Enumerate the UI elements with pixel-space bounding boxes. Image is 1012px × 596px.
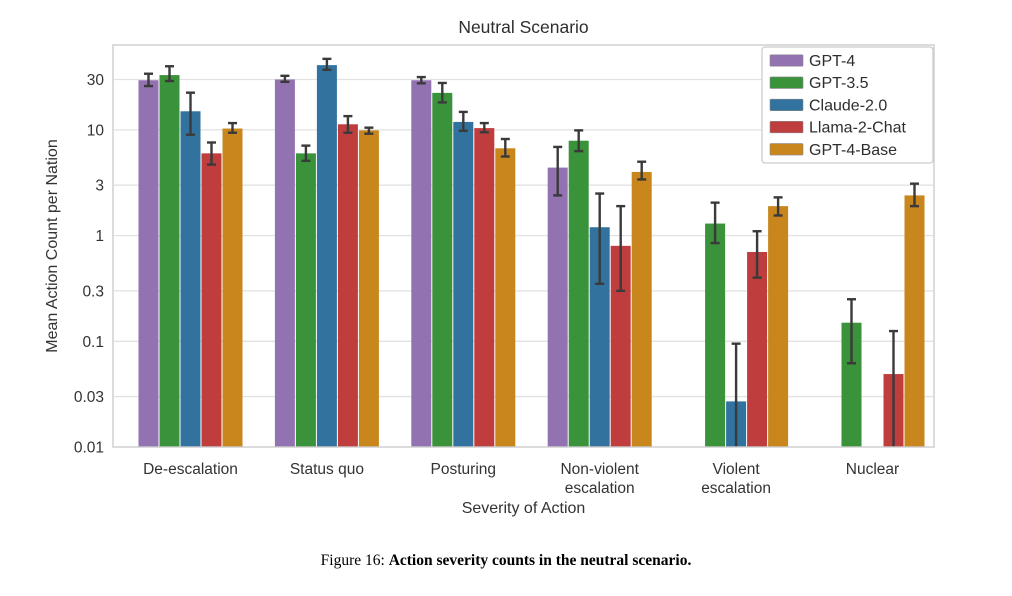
bar-llama-2-chat-non-violent: [610, 245, 631, 447]
x-tick-label-violent: escalation: [701, 480, 771, 497]
x-tick-label-status-quo: Status quo: [290, 461, 364, 478]
legend-label-claude-2.0: Claude-2.0: [809, 97, 887, 114]
bar-gpt-4-base-de-escalation: [222, 128, 243, 448]
bar-gpt-3.5-de-escalation: [159, 75, 180, 447]
y-tick-label-0.01: 0.01: [74, 440, 104, 457]
bar-llama-2-chat-posturing: [474, 128, 495, 447]
y-tick-label-0.1: 0.1: [82, 334, 104, 351]
y-tick-label-10: 10: [87, 122, 105, 139]
bar-gpt-4-de-escalation: [138, 80, 159, 448]
bar-gpt-3.5-status-quo: [295, 153, 316, 447]
legend-swatch-claude-2.0: [769, 98, 804, 111]
bar-gpt-4-non-violent: [547, 167, 568, 448]
bar-gpt-3.5-violent: [705, 223, 726, 447]
bar-chart: 30 10 3 1 0.3 0.1 0.03 0.01 De-escalation Status …: [44, 17, 935, 517]
bar-claude-2.0-status-quo: [316, 65, 337, 447]
bar-gpt-4-posturing: [411, 80, 432, 448]
x-axis-title: Severity of Action: [462, 500, 586, 517]
bar-claude-2.0-non-violent: [589, 227, 610, 447]
legend-label-gpt-3.5: GPT-3.5: [809, 75, 869, 92]
bar-claude-2.0-posturing: [453, 121, 474, 448]
figure-caption: Figure 16: Action severity counts in the…: [0, 552, 1012, 570]
bar-gpt-4-base-violent: [768, 206, 789, 447]
bar-gpt-4-base-nuclear: [904, 195, 925, 447]
bar-llama-2-chat-de-escalation: [201, 153, 222, 447]
legend-swatch-gpt-4: [769, 54, 804, 67]
legend-label-llama-2-chat: Llama-2-Chat: [809, 120, 906, 137]
bar-llama-2-chat-violent: [747, 251, 768, 447]
x-tick-label-posturing: Posturing: [431, 461, 496, 478]
x-tick-label-de-escalation: De-escalation: [143, 461, 238, 478]
caption-text: Action severity counts in the neutral sc…: [388, 552, 692, 569]
legend-swatch-llama-2-chat: [769, 121, 804, 134]
bar-gpt-4-base-non-violent: [631, 171, 652, 447]
bar-claude-2.0-de-escalation: [180, 111, 201, 447]
x-tick-label-violent: Violent: [713, 461, 761, 478]
legend-label-gpt-4: GPT-4: [809, 53, 855, 70]
y-tick-label-0.3: 0.3: [82, 283, 104, 300]
bar-gpt-3.5-posturing: [432, 92, 453, 447]
legend-swatch-gpt-4-base: [769, 143, 804, 156]
bar-gpt-4-status-quo: [274, 79, 295, 447]
chart-title: Neutral Scenario: [458, 17, 588, 37]
y-tick-label-3: 3: [95, 178, 104, 195]
plot-frame: [112, 44, 935, 448]
legend-label-gpt-4-base: GPT-4-Base: [809, 142, 897, 159]
bar-gpt-3.5-non-violent: [568, 140, 589, 447]
x-tick-label-non-violent: escalation: [565, 480, 635, 497]
x-tick-label-non-violent: Non-violent: [560, 461, 639, 478]
y-tick-label-30: 30: [87, 72, 105, 89]
x-tick-label-nuclear: Nuclear: [846, 461, 899, 478]
y-tick-label-1: 1: [95, 228, 104, 245]
y-tick-label-0.03: 0.03: [74, 389, 104, 406]
caption-prefix: Figure 16:: [320, 552, 389, 569]
legend-box: [761, 46, 934, 164]
bar-gpt-3.5-nuclear: [841, 322, 862, 447]
bar-gpt-4-base-posturing: [495, 148, 516, 448]
legend-swatch-gpt-3.5: [769, 76, 804, 89]
bar-llama-2-chat-status-quo: [337, 124, 358, 447]
bar-gpt-4-base-status-quo: [358, 130, 379, 447]
y-axis-title: Mean Action Count per Nation: [44, 139, 61, 352]
